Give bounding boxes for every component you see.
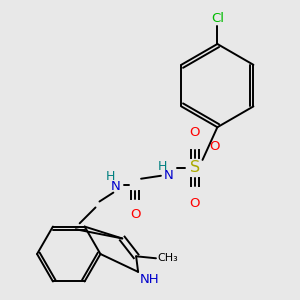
Text: O: O [130, 208, 140, 221]
Text: CH₃: CH₃ [158, 253, 178, 263]
Text: Cl: Cl [211, 12, 224, 25]
Text: O: O [189, 197, 200, 210]
Text: N: N [110, 180, 120, 193]
Text: H: H [106, 170, 115, 183]
Text: H: H [158, 160, 168, 173]
Text: S: S [190, 160, 200, 175]
Text: O: O [209, 140, 220, 152]
Text: N: N [164, 169, 174, 182]
Text: O: O [189, 126, 200, 139]
Text: NH: NH [140, 273, 160, 286]
